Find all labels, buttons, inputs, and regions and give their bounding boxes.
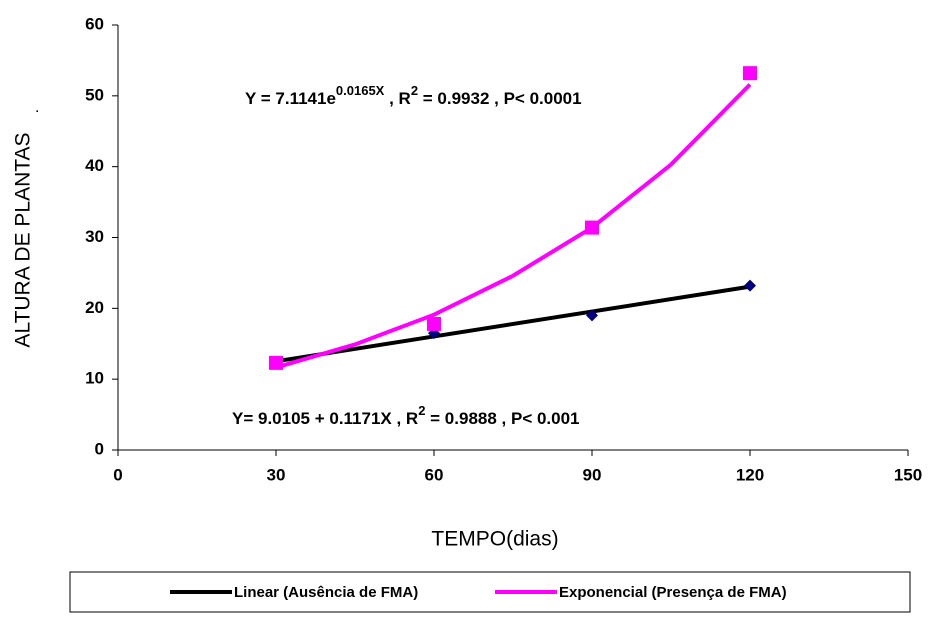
annotation-part: . bbox=[35, 99, 39, 116]
legend-label: Linear (Ausência de FMA) bbox=[234, 584, 418, 601]
annotation-part: Y= 9.0105 + 0.1171X , R bbox=[232, 409, 418, 428]
y-tick-label: 50 bbox=[85, 85, 104, 104]
annotation-part: 2 bbox=[418, 403, 425, 418]
point bbox=[744, 279, 756, 292]
annotation-part: = 0.9932 , P< 0.0001 bbox=[418, 89, 582, 108]
annotation-part: 0.0165X bbox=[336, 83, 385, 98]
x-axis-label: TEMPO(dias) bbox=[431, 528, 558, 551]
y-tick-label: 60 bbox=[85, 14, 104, 33]
x-tick-label: 30 bbox=[267, 465, 286, 484]
annotation-part: , R bbox=[384, 89, 410, 108]
y-tick-label: 20 bbox=[85, 298, 104, 317]
x-tick-label: 150 bbox=[894, 465, 922, 484]
legend-label: Exponencial (Presença de FMA) bbox=[559, 584, 787, 601]
annotation-part: 2 bbox=[411, 83, 418, 98]
trendline bbox=[275, 83, 752, 370]
y-tick-label: 40 bbox=[85, 156, 104, 175]
x-tick-label: 90 bbox=[583, 465, 602, 484]
point bbox=[269, 355, 283, 370]
x-tick-label: 120 bbox=[736, 465, 764, 484]
annotation-part: Y = 7.1141e bbox=[245, 89, 336, 108]
x-tick-label: 60 bbox=[425, 465, 444, 484]
y-tick-label: 0 bbox=[95, 439, 104, 458]
annotation: Y= 9.0105 + 0.1171X , R2 = 0.9888 , P< 0… bbox=[232, 403, 580, 428]
y-tick-label: 30 bbox=[85, 227, 104, 246]
x-tick-label: 0 bbox=[113, 465, 122, 484]
y-axis-label: ALTURA DE PLANTAS bbox=[12, 132, 35, 347]
point bbox=[743, 66, 757, 81]
point bbox=[586, 309, 598, 322]
annotation-part: = 0.9888 , P< 0.001 bbox=[425, 409, 579, 428]
point bbox=[427, 316, 441, 331]
y-tick-label: 10 bbox=[85, 369, 104, 388]
trendline bbox=[275, 284, 751, 364]
point bbox=[585, 220, 599, 235]
annotation: Y = 7.1141e0.0165X , R2 = 0.9932 , P< 0.… bbox=[245, 83, 582, 108]
annotation: . bbox=[35, 99, 39, 116]
